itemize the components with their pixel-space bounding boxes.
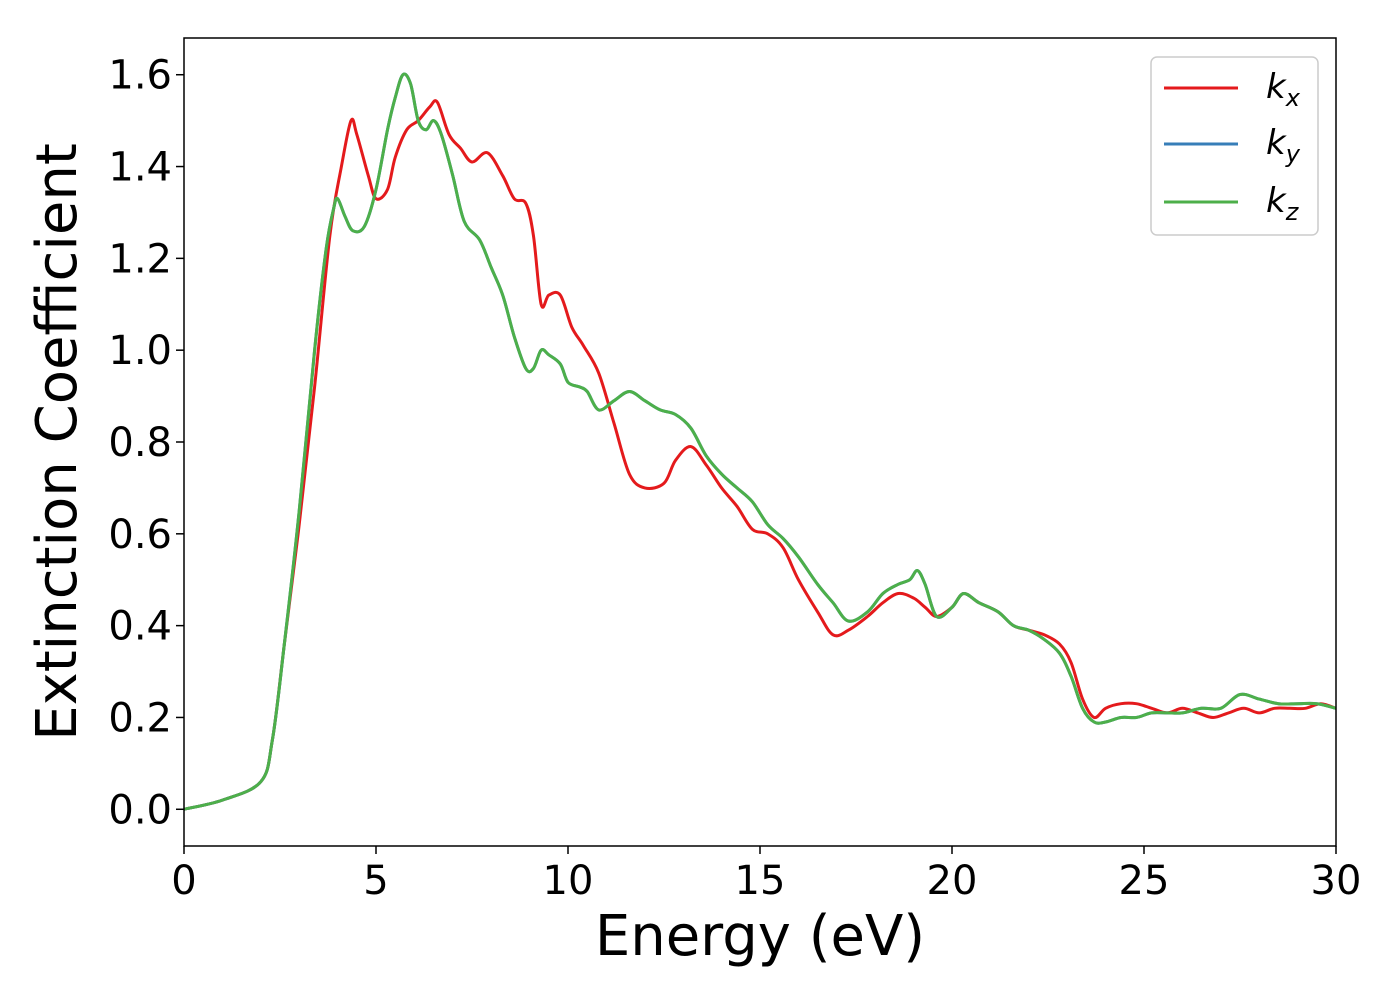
- y-tick-label: 1.4: [108, 145, 172, 191]
- legend-subscript: z: [1285, 198, 1300, 226]
- legend-box: [1150, 56, 1319, 236]
- legend-symbol: k: [1266, 123, 1287, 163]
- series-line-kz: [184, 72, 1336, 811]
- x-axis-ticks: 0 5 10 15 20 25 30: [171, 846, 1361, 904]
- x-tick-label: 15: [735, 858, 786, 904]
- x-tick-label: 0: [171, 858, 196, 904]
- legend-symbol: k: [1266, 67, 1287, 107]
- y-tick-label: 0.0: [108, 787, 172, 833]
- legend-symbol: k: [1266, 181, 1287, 221]
- y-tick-label: 0.4: [108, 604, 172, 650]
- legend-subscript: x: [1285, 84, 1301, 112]
- legend-subscript: y: [1285, 140, 1301, 168]
- y-tick-label: 0.2: [108, 695, 172, 741]
- y-tick-label: 1.0: [108, 328, 172, 374]
- y-tick-label: 0.8: [108, 420, 172, 466]
- legend-label-kx: kx: [1266, 67, 1301, 112]
- y-tick-label: 1.2: [108, 236, 172, 282]
- x-axis-label: Energy (eV): [595, 904, 925, 969]
- x-tick-label: 5: [363, 858, 388, 904]
- x-tick-label: 25: [1119, 858, 1170, 904]
- y-axis-ticks: 0.0 0.2 0.4 0.6 0.8 1.0 1.2 1.4 1.6: [108, 53, 184, 833]
- x-tick-label: 30: [1311, 858, 1362, 904]
- series-layer: [184, 72, 1336, 811]
- y-tick-label: 0.6: [108, 512, 172, 558]
- legend-label-ky: ky: [1266, 123, 1301, 168]
- y-axis-label: Extinction Coefficient: [25, 143, 90, 741]
- legend-label-kz: kz: [1266, 181, 1300, 226]
- x-tick-label: 20: [927, 858, 978, 904]
- y-tick-label: 1.6: [108, 53, 172, 99]
- series-line-kx: [184, 99, 1336, 811]
- x-tick-label: 10: [543, 858, 594, 904]
